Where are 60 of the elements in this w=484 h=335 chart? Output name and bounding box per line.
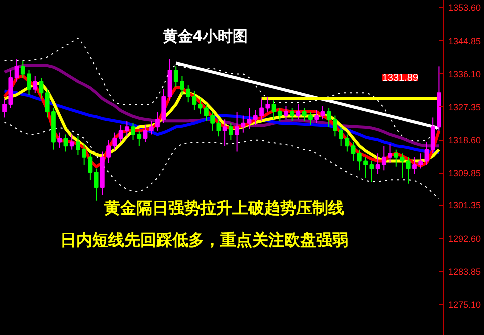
candlestick [124,120,130,138]
candlestick [186,85,191,104]
annotation: 黄金隔日强势拉升上破趋势压制线 [104,198,344,218]
candlestick [388,144,392,164]
candlestick [222,119,228,147]
candlestick [33,76,38,94]
candlestick [39,78,44,100]
candlestick [64,134,68,152]
candlestick [345,134,350,152]
candlestick [70,134,74,150]
y-tick-label: 1336.10 [448,69,482,80]
y-tick-label: 1275.10 [448,300,482,310]
candlestick [88,153,93,181]
candlestick [247,108,252,130]
candlestick [94,168,99,202]
y-tick-label: 1309.85 [448,168,482,179]
candlestick [370,160,374,182]
y-tick-label: 1353.60 [448,3,482,14]
candlestick [314,110,320,124]
candlestick [382,146,386,172]
candlestick [235,112,240,152]
candlestick [333,115,338,138]
candlestick [290,108,295,122]
candlestick [284,106,288,120]
candlestick [272,100,276,120]
candlestick [418,153,424,170]
candlestick [296,104,301,120]
line-series [4,122,440,200]
candlestick [394,149,399,168]
candlestick [143,124,148,143]
candlestick [241,115,246,134]
y-tick-label: 1292.60 [448,234,482,244]
candlestick [400,153,405,179]
y-tick-label: 1344.85 [448,36,482,46]
candlestick [58,132,62,148]
candlestick [406,156,411,184]
candlestick [320,106,326,120]
candlestick [2,98,7,118]
candlestick [216,119,222,138]
y-tick-label: 1301.35 [448,200,482,211]
y-tick-label: 1327.35 [448,102,482,112]
candlestick [14,58,20,82]
candlestick [162,88,166,124]
candlestick [192,90,197,111]
candlestick [339,126,344,147]
candlestick [424,142,430,166]
candlestick [278,108,282,122]
y-tick-label: 1318.60 [448,136,482,146]
y-tick-label: 1283.85 [448,266,482,277]
candlestick [106,140,111,164]
candlestick [112,132,118,150]
text: 黄金4小时图 [162,28,248,46]
candlestick [376,153,380,175]
candlestick [326,108,332,128]
candlestick [228,122,234,141]
annotation: 日内短线先回踩低多，重点关注欧盘强弱 [60,230,348,250]
candlestick [45,88,50,118]
candlestick [351,142,356,162]
candlestick [118,124,124,143]
candlestick [412,156,417,175]
